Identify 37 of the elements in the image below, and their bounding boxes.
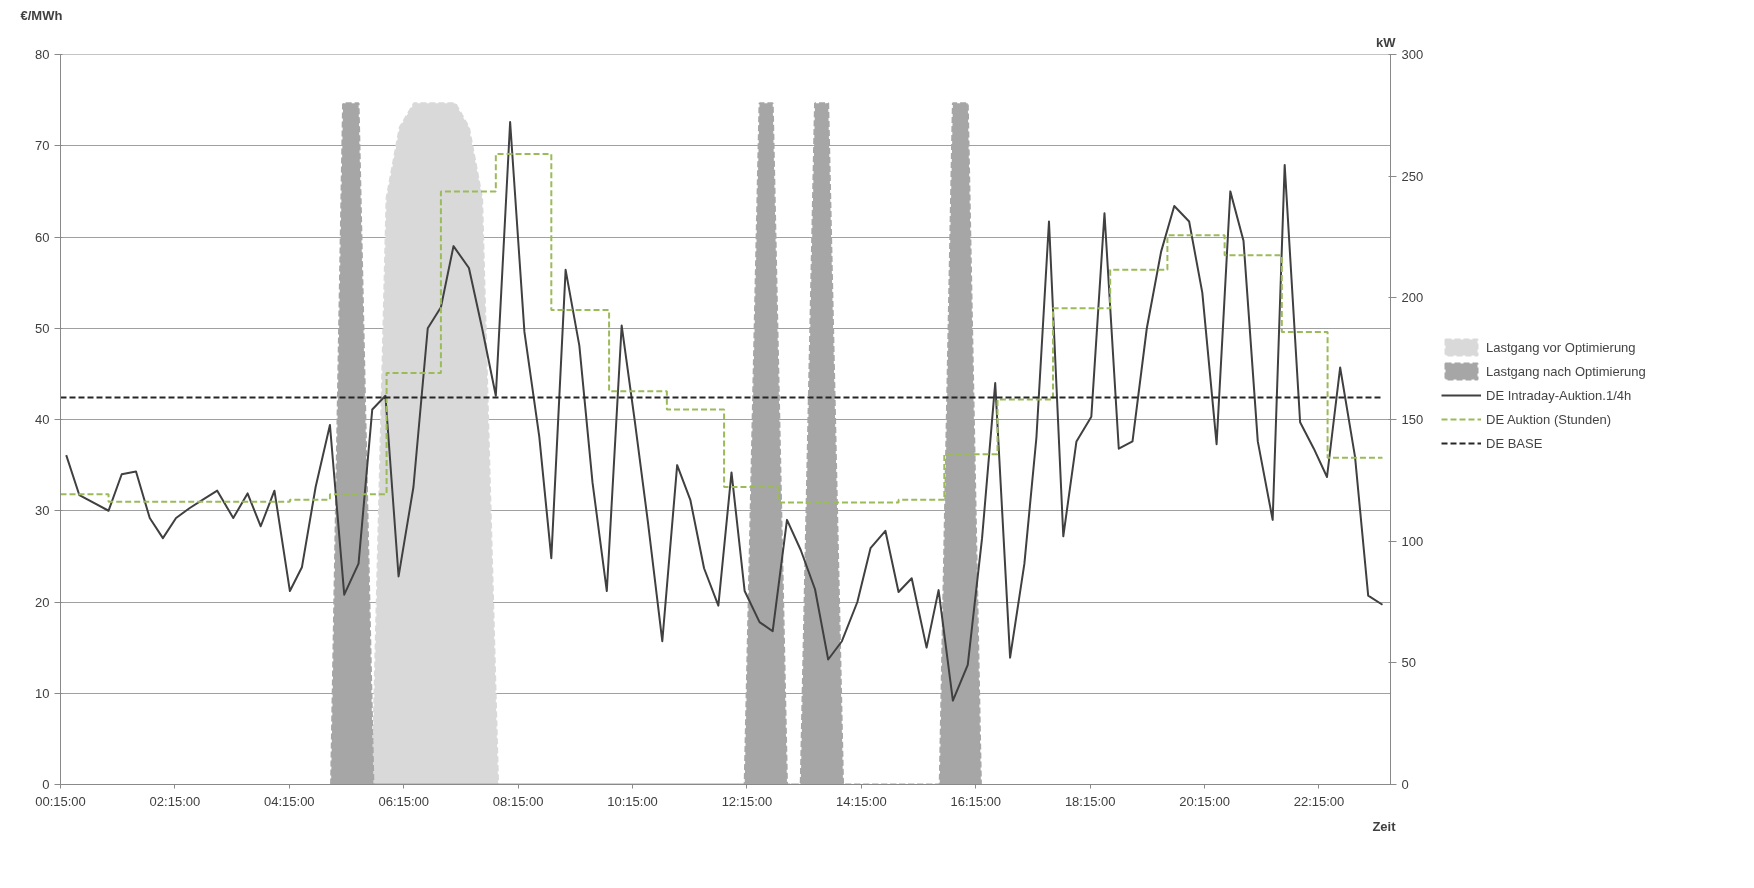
line-series (65, 121, 1384, 702)
x-tick-label: 06:15:00 (378, 793, 430, 809)
legend-label: Lastgang nach Optimierung (1486, 363, 1646, 379)
x-tick-label: 14:15:00 (836, 793, 887, 809)
y-tick-label: 20 (35, 594, 50, 610)
y-tick-label: 70 (35, 138, 50, 154)
y2-tick-label: 300 (1401, 47, 1424, 62)
x-tick-label: 00:15:00 (35, 793, 86, 809)
y-tick-label: 10 (35, 685, 50, 701)
x-tick-label: 10:15:00 (607, 793, 658, 809)
y2-tick-label: 250 (1401, 168, 1424, 184)
y2-tick-label: 150 (1401, 412, 1424, 427)
y-axis-title: €/MWh (20, 7, 63, 23)
y-tick-label: 80 (35, 47, 50, 62)
x-tick-label: 18:15:00 (1064, 793, 1116, 809)
y2-tick-label: 200 (1401, 290, 1424, 306)
x-tick-label: 02:15:00 (149, 793, 201, 809)
x-tick-label: 20:15:00 (1179, 793, 1230, 809)
y-tick-label: 60 (35, 229, 50, 245)
y2-tick-label: 0 (1401, 777, 1409, 792)
y-tick-label: 40 (35, 412, 50, 427)
x-tick-label: 08:15:00 (492, 793, 544, 809)
y-tick-label: 50 (35, 320, 50, 336)
y2-tick-label: 50 (1401, 655, 1416, 671)
x-tick-label: 22:15:00 (1293, 793, 1345, 809)
legend-label: Lastgang vor Optimierung (1486, 339, 1636, 355)
y-tick-label: 0 (42, 777, 50, 792)
legend-label: DE Auktion (Stunden) (1486, 411, 1612, 427)
x-tick-label: 16:15:00 (950, 793, 1002, 809)
x-tick-label: 12:15:00 (721, 793, 773, 809)
legend-label: DE BASE (1486, 435, 1543, 451)
y2-tick-label: 100 (1401, 533, 1424, 549)
x-axis-title: Zeit (1372, 818, 1397, 834)
legend-label: DE Intraday-Auktion.1/4h (1486, 387, 1632, 403)
x-tick-label: 04:15:00 (264, 793, 315, 809)
y-tick-label: 30 (35, 503, 50, 519)
y2-axis-title: kW (1376, 34, 1397, 50)
